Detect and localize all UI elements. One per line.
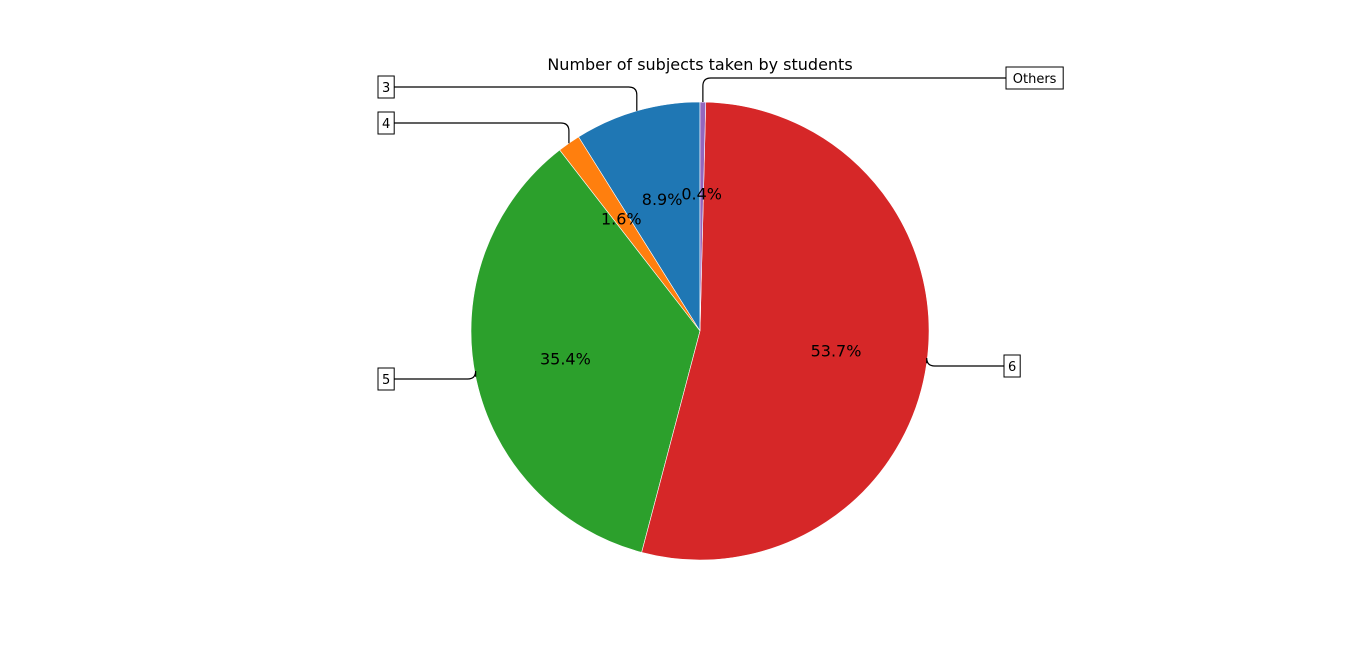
percent-label-3: 8.9%	[642, 190, 683, 209]
annotation-box-5	[377, 367, 395, 391]
annotation-label-4: 4	[382, 117, 390, 132]
annotation-box-others	[1005, 66, 1064, 90]
annotation-label-3: 3	[382, 81, 390, 96]
leader-line-others	[702, 77, 1006, 103]
percent-labels: 8.9%1.6% 35.4% 53.7% 0.4%	[540, 185, 861, 369]
annotation-box-4	[377, 111, 395, 135]
annotation-label-others: Others	[1013, 72, 1057, 87]
leader-line-4	[394, 122, 570, 144]
annotation-label-6: 6	[1008, 360, 1016, 375]
pie-slices	[470, 101, 930, 561]
percent-label-others: 0.4%	[681, 185, 722, 204]
leader-line-5	[394, 370, 477, 380]
leader-line-3	[394, 86, 638, 111]
slice-annotations: 3 4 5 6 Others	[377, 66, 1064, 391]
percent-label-4: 1.6%	[601, 209, 642, 228]
pie-slice-3	[578, 101, 701, 333]
annotation-label-5: 5	[382, 373, 390, 388]
chart-title: Number of subjects taken by students	[547, 55, 852, 74]
percent-label-6: 53.7%	[811, 341, 862, 360]
annotation-box-3	[377, 75, 395, 99]
percent-label-5: 35.4%	[540, 349, 591, 368]
leader-line-6	[926, 357, 1004, 367]
annotation-box-6	[1003, 354, 1021, 378]
